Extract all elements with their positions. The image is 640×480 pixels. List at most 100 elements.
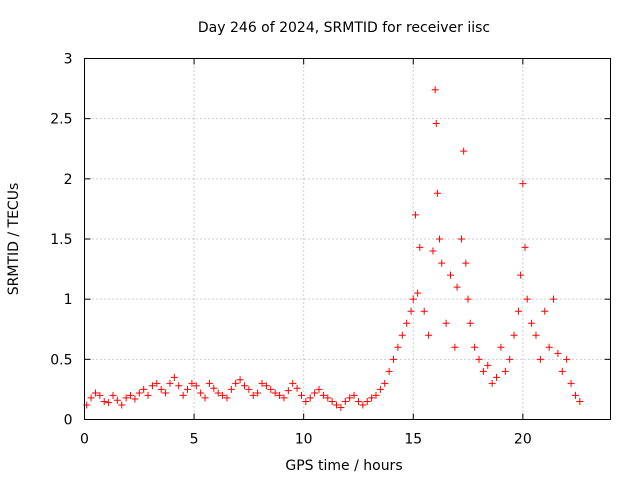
y-tick-label: 3 xyxy=(64,52,73,68)
data-point xyxy=(197,389,205,397)
data-point xyxy=(109,391,117,399)
data-point xyxy=(91,389,99,397)
data-point xyxy=(501,367,509,375)
data-point xyxy=(462,259,470,267)
data-point xyxy=(381,379,389,387)
data-point xyxy=(479,367,487,375)
x-axis-label: GPS time / hours xyxy=(285,458,402,474)
data-point xyxy=(433,189,441,197)
data-point xyxy=(425,331,433,339)
data-point xyxy=(541,307,549,315)
data-point xyxy=(83,401,91,409)
data-point xyxy=(140,385,148,393)
data-point xyxy=(420,307,428,315)
data-point xyxy=(372,391,380,399)
data-point xyxy=(337,403,345,411)
data-point xyxy=(497,343,505,351)
data-point xyxy=(576,397,584,405)
data-point xyxy=(341,397,349,405)
data-point xyxy=(258,379,266,387)
data-point xyxy=(475,355,483,363)
x-tick-label: 10 xyxy=(295,432,313,448)
data-point xyxy=(184,385,192,393)
data-point xyxy=(429,247,437,255)
data-point xyxy=(464,295,472,303)
grid xyxy=(84,58,611,420)
data-point xyxy=(514,307,522,315)
data-point xyxy=(192,382,200,390)
data-point xyxy=(122,394,130,402)
data-point xyxy=(311,389,319,397)
y-tick-label: 0.5 xyxy=(50,352,72,368)
data-point xyxy=(460,147,468,155)
data-point xyxy=(276,391,284,399)
data-point xyxy=(157,385,165,393)
data-point xyxy=(350,391,358,399)
data-point xyxy=(232,379,240,387)
data-point xyxy=(550,295,558,303)
data-point xyxy=(528,319,536,327)
data-point xyxy=(453,283,461,291)
data-point xyxy=(447,271,455,279)
data-point xyxy=(166,379,174,387)
data-point xyxy=(436,235,444,243)
data-point xyxy=(571,391,579,399)
data-point xyxy=(127,391,135,399)
data-point xyxy=(451,343,459,351)
data-point xyxy=(148,382,156,390)
data-point xyxy=(87,394,95,402)
data-point xyxy=(223,394,231,402)
data-point xyxy=(403,319,411,327)
data-point xyxy=(545,343,553,351)
data-point xyxy=(376,385,384,393)
data-point xyxy=(398,331,406,339)
data-point xyxy=(385,367,393,375)
x-tick-label: 5 xyxy=(190,432,199,448)
data-point xyxy=(333,401,341,409)
data-point xyxy=(236,376,244,384)
chart-title: Day 246 of 2024, SRMTID for receiver iis… xyxy=(198,20,490,36)
data-point xyxy=(302,397,310,405)
data-point xyxy=(284,387,292,395)
data-point xyxy=(170,373,178,381)
data-point xyxy=(536,355,544,363)
data-point xyxy=(532,331,540,339)
data-point xyxy=(240,382,248,390)
data-point xyxy=(254,389,262,397)
data-point xyxy=(359,401,367,409)
data-point xyxy=(432,119,440,127)
data-point xyxy=(346,394,354,402)
data-point xyxy=(411,211,419,219)
data-point xyxy=(293,384,301,392)
data-point xyxy=(407,307,415,315)
data-point xyxy=(271,389,279,397)
data-point xyxy=(409,295,417,303)
data-point xyxy=(210,384,218,392)
data-point xyxy=(162,389,170,397)
data-point xyxy=(442,319,450,327)
data-point xyxy=(118,401,126,409)
data-point xyxy=(113,396,121,404)
data-point xyxy=(249,391,257,399)
data-point xyxy=(394,343,402,351)
data-point xyxy=(354,397,362,405)
data-point xyxy=(328,397,336,405)
data-point xyxy=(153,379,161,387)
data-point xyxy=(324,394,332,402)
data-point xyxy=(131,395,139,403)
data-point xyxy=(297,391,305,399)
y-tick-label: 2.5 xyxy=(50,112,72,128)
data-point xyxy=(175,382,183,390)
data-point xyxy=(201,394,209,402)
x-tick-label: 15 xyxy=(404,432,422,448)
data-point xyxy=(267,385,275,393)
data-point xyxy=(214,389,222,397)
data-point xyxy=(144,391,152,399)
y-tick-label: 1 xyxy=(64,292,73,308)
y-axis-label: SRMTID / TECUs xyxy=(6,183,22,296)
data-point xyxy=(289,379,297,387)
data-point xyxy=(315,385,323,393)
data-point xyxy=(100,397,108,405)
data-point xyxy=(188,379,196,387)
